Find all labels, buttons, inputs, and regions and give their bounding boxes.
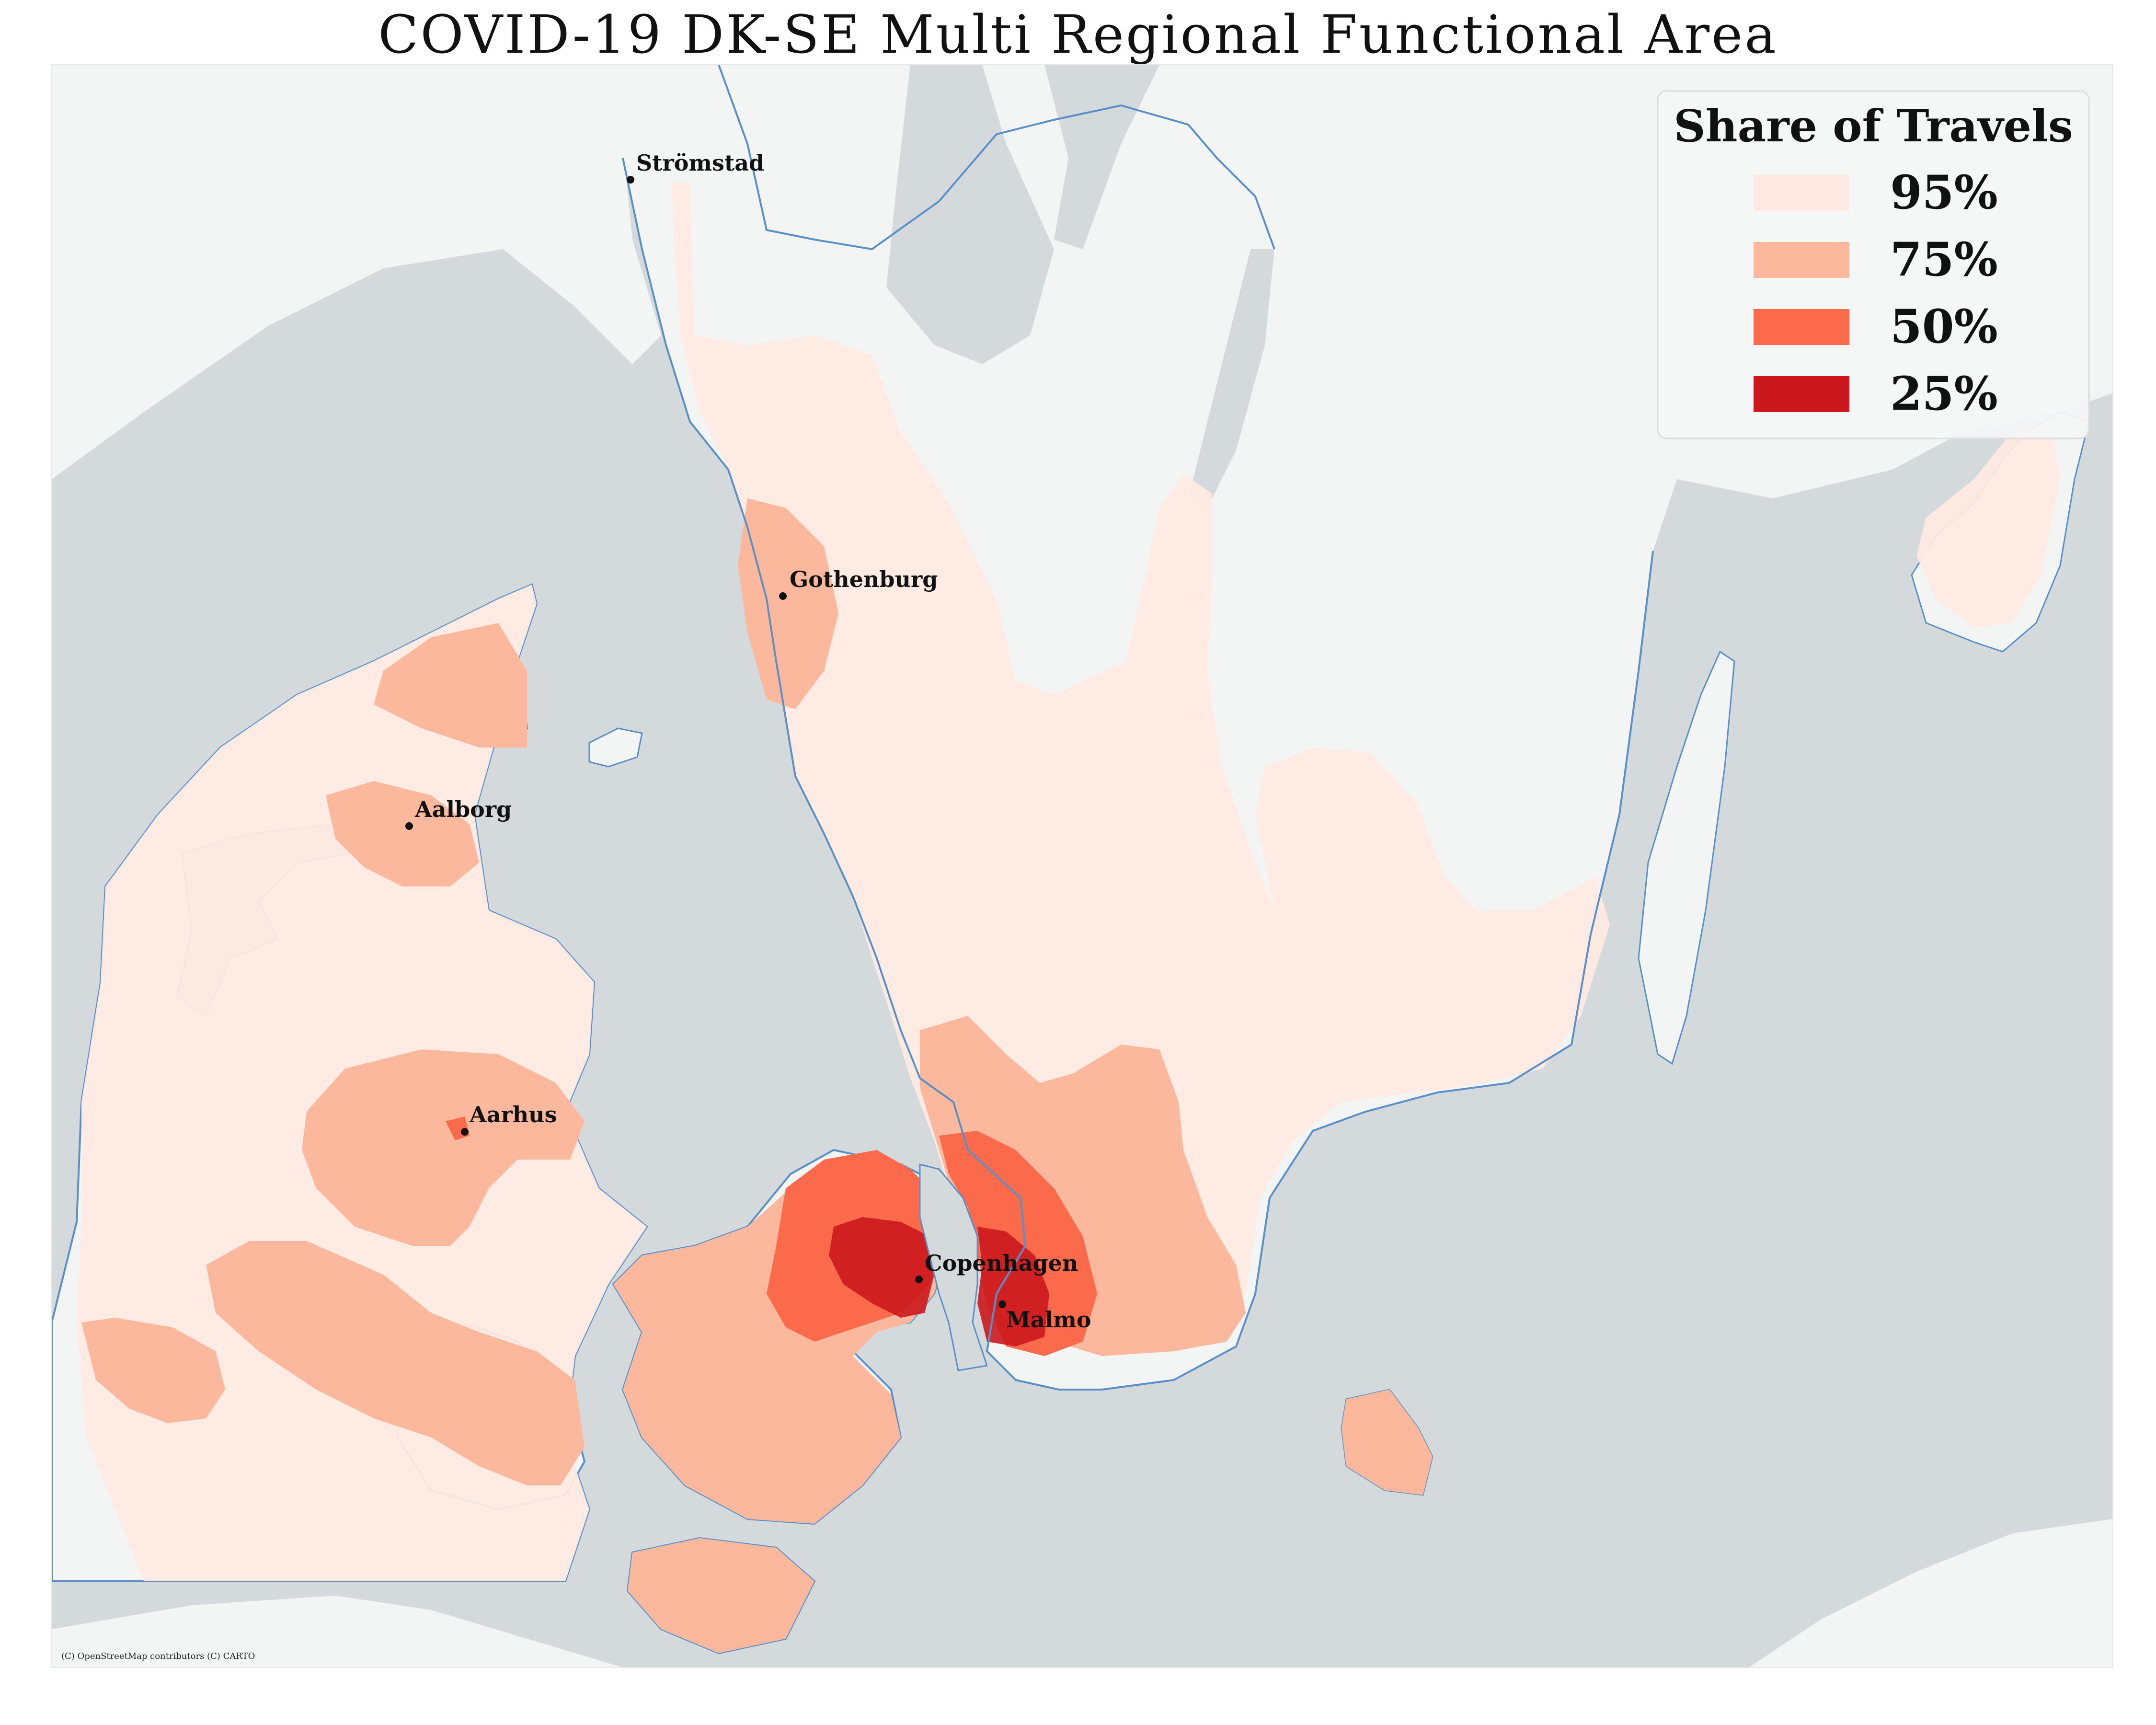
- legend-label: 50%: [1890, 299, 1998, 354]
- city-label-gothenburg: Gothenburg: [790, 566, 938, 592]
- legend-swatch: [1754, 309, 1849, 345]
- legend-item-50[interactable]: 50%: [1754, 299, 1998, 354]
- legend-swatch: [1754, 376, 1849, 412]
- city-dot: [627, 176, 634, 184]
- map-frame: [51, 64, 2113, 1668]
- city-dot: [405, 822, 413, 830]
- city-label-copenhagen: Copenhagen: [925, 1250, 1078, 1276]
- city-marker-stromstad[interactable]: Strömstad: [627, 150, 764, 184]
- city-marker-aarhus[interactable]: Aarhus: [461, 1102, 557, 1136]
- lake-vanern: [886, 65, 1054, 364]
- share-25-zone: [829, 1217, 1049, 1346]
- land-laeso: [588, 727, 643, 768]
- legend: Share of Travels 95% 75% 50% 25%: [1657, 90, 2090, 439]
- legend-item-95[interactable]: 95%: [1754, 165, 1998, 219]
- oresund: [919, 1163, 988, 1371]
- city-marker-malmo[interactable]: Malmo: [998, 1300, 1091, 1333]
- city-label-malmo: Malmo: [1006, 1307, 1091, 1333]
- legend-swatch: [1754, 175, 1849, 211]
- city-dot: [461, 1128, 469, 1136]
- lake-vanern-east: [1044, 65, 1159, 249]
- coastline-sweden: [622, 158, 1654, 1391]
- legend-label: 25%: [1890, 367, 1998, 421]
- legend-swatch: [1754, 242, 1849, 278]
- lake-vattern: [1188, 249, 1274, 508]
- legend-item-75[interactable]: 75%: [1754, 232, 1998, 287]
- land-south: [52, 1596, 623, 1668]
- legend-label: 75%: [1890, 232, 1998, 287]
- legend-title: Share of Travels: [1674, 100, 2073, 152]
- city-marker-gothenburg[interactable]: Gothenburg: [779, 566, 938, 600]
- city-marker-copenhagen[interactable]: Copenhagen: [915, 1250, 1078, 1283]
- city-dot: [915, 1276, 923, 1283]
- border-norway-sweden: [718, 65, 1275, 251]
- land-oland: [1638, 650, 1735, 1065]
- city-dot: [779, 592, 787, 600]
- land-norway: [52, 65, 661, 479]
- city-label-aarhus: Aarhus: [469, 1102, 557, 1127]
- land-poland: [1749, 1519, 2113, 1668]
- map-attribution: (C) OpenStreetMap contributors (C) CARTO: [61, 1651, 255, 1661]
- legend-label: 95%: [1890, 165, 1998, 219]
- map-title: COVID-19 DK-SE Multi Regional Functional…: [378, 4, 1778, 65]
- city-label-stromstad: Strömstad: [636, 150, 764, 176]
- city-dot: [998, 1300, 1006, 1308]
- legend-item-25[interactable]: 25%: [1754, 367, 1998, 421]
- city-label-aalborg: Aalborg: [414, 796, 512, 822]
- city-marker-aalborg[interactable]: Aalborg: [405, 796, 512, 830]
